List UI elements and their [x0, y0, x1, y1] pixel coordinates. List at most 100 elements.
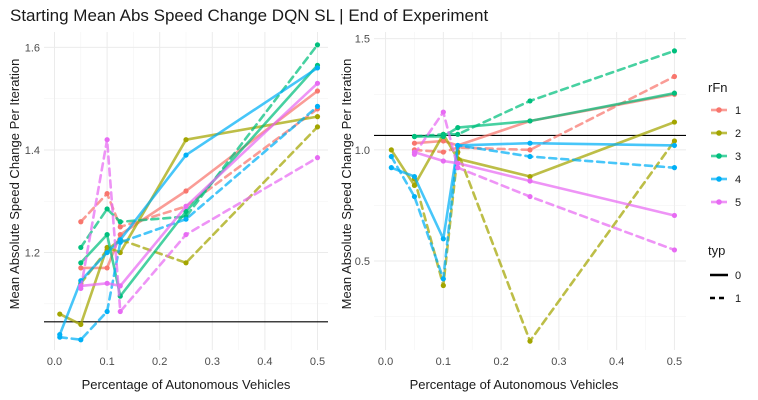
data-point-rfn4 — [104, 249, 110, 256]
x-tick-label-left: 0.1 — [99, 356, 114, 368]
data-point-rfn5 — [314, 80, 321, 86]
data-point-rfn1 — [78, 265, 84, 271]
series-line-rfn4-typ0 — [58, 66, 319, 336]
series-line-rfn4-typ1 — [58, 105, 319, 342]
data-point-rfn2 — [671, 138, 678, 144]
data-point-rfn5 — [104, 137, 110, 143]
data-point-rfn3 — [527, 98, 533, 104]
chart-title: Starting Mean Abs Speed Change DQN SL | … — [10, 6, 488, 25]
data-point-rfn1 — [440, 149, 446, 155]
data-point-rfn4 — [671, 165, 678, 171]
data-point-rfn5 — [671, 247, 678, 253]
legend-key-point-rfn2 — [716, 130, 722, 136]
data-point-rfn4 — [314, 103, 321, 109]
data-point-rfn1 — [117, 231, 123, 238]
data-point-rfn1 — [104, 190, 110, 197]
series-line-rfn2-typ0 — [389, 120, 676, 187]
data-point-rfn4 — [411, 173, 418, 180]
x-tick-label-right: 0.0 — [378, 356, 393, 368]
x-axis-title-right: Percentage of Autonomous Vehicles — [410, 377, 619, 392]
data-point-rfn5 — [104, 280, 110, 286]
y-axis-title-right: Mean Absolute Speed Change Per Iteration — [339, 59, 354, 310]
data-point-rfn4 — [388, 165, 394, 171]
data-point-rfn4 — [388, 153, 394, 160]
series-line-rfn2-typ0 — [58, 115, 319, 326]
series-line-rfn4-typ1 — [389, 144, 676, 281]
legend-key-point-rfn4 — [716, 176, 722, 182]
data-point-rfn5 — [455, 165, 461, 171]
data-point-rfn5 — [527, 193, 533, 200]
data-point-rfn4 — [527, 153, 533, 160]
legend-label-rfn1: 1 — [735, 105, 741, 117]
series-line-rfn3-typ0 — [413, 91, 676, 138]
data-point-rfn4 — [183, 216, 189, 222]
data-point-rfn5 — [117, 308, 123, 315]
y-tick-label-left: 1.4 — [25, 145, 40, 157]
legend-label-rfn4: 4 — [735, 174, 741, 186]
data-point-rfn1 — [527, 147, 533, 153]
data-point-rfn2 — [314, 124, 321, 130]
legend-label-rfn5: 5 — [735, 197, 741, 209]
legend-key-point-rfn5 — [716, 199, 722, 205]
data-point-rfn4 — [117, 239, 123, 245]
data-point-rfn4 — [314, 65, 321, 71]
x-tick-label-left: 0.3 — [205, 356, 220, 368]
panel-right: 0.0 0.1 0.2 0.3 0.4 0.5 0.5 1.0 1.5 — [355, 32, 686, 368]
data-point-rfn2 — [388, 147, 394, 153]
data-point-rfn2 — [314, 114, 321, 120]
series-line-rfn3-typ1 — [413, 49, 676, 138]
legend-title-rfn: rFn — [708, 80, 728, 95]
data-point-rfn2 — [527, 173, 533, 180]
x-tick-label-left: 0.0 — [47, 356, 62, 368]
x-tick-label-left: 0.2 — [152, 356, 167, 368]
data-point-rfn3 — [455, 125, 461, 131]
x-tick-label-left: 0.5 — [310, 356, 325, 368]
legend-key-point-rfn3 — [716, 153, 722, 159]
legend-label-rfn3: 3 — [735, 151, 741, 163]
x-tick-label-left: 0.4 — [257, 356, 272, 368]
data-point-rfn4 — [455, 142, 461, 149]
data-point-rfn3 — [104, 206, 110, 212]
data-point-rfn5 — [183, 203, 189, 209]
data-point-rfn3 — [117, 219, 123, 225]
legend-label-typ1: 1 — [735, 293, 741, 305]
y-tick-label-right: 0.5 — [355, 256, 370, 268]
data-point-rfn5 — [411, 151, 418, 157]
series-line-rfn4-typ0 — [389, 141, 676, 241]
data-point-rfn5 — [440, 109, 446, 115]
data-point-rfn3 — [671, 90, 678, 96]
data-point-rfn5 — [78, 285, 84, 292]
data-point-rfn5 — [183, 231, 189, 238]
data-point-rfn3 — [455, 131, 461, 137]
data-point-rfn1 — [440, 138, 446, 144]
legend-label-rfn2: 2 — [735, 128, 741, 140]
data-point-rfn4 — [183, 152, 189, 158]
legend: rFn 1 2 3 4 5 typ 0 1 — [708, 80, 741, 305]
data-point-rfn3 — [440, 131, 446, 137]
data-point-rfn1 — [411, 140, 418, 146]
y-axis-title-left: Mean Absolute Speed Change Per Iteration — [7, 59, 22, 310]
data-point-rfn2 — [671, 119, 678, 125]
panel-left: 0.0 0.1 0.2 0.3 0.4 0.5 1.2 1.4 1.6 — [25, 32, 328, 368]
data-point-rfn4 — [527, 140, 533, 146]
data-point-rfn4 — [78, 337, 84, 343]
y-tick-label-right: 1.0 — [355, 145, 370, 157]
data-point-rfn4 — [440, 276, 446, 282]
data-point-rfn5 — [671, 212, 678, 219]
data-point-rfn3 — [78, 244, 84, 251]
data-point-rfn3 — [527, 118, 533, 124]
data-point-rfn4 — [671, 142, 678, 149]
data-point-rfn2 — [183, 260, 189, 266]
data-point-rfn1 — [671, 73, 678, 80]
data-point-rfn2 — [527, 338, 533, 344]
legend-title-typ: typ — [708, 243, 725, 258]
data-point-rfn1 — [314, 88, 321, 94]
x-axis-title-left: Percentage of Autonomous Vehicles — [82, 377, 291, 392]
data-point-rfn3 — [671, 48, 678, 54]
data-point-rfn1 — [78, 219, 84, 225]
data-point-rfn2 — [57, 311, 63, 317]
data-point-rfn1 — [104, 265, 110, 271]
legend-label-typ0: 0 — [735, 270, 741, 282]
data-point-rfn5 — [527, 178, 533, 184]
data-point-rfn1 — [183, 188, 189, 194]
